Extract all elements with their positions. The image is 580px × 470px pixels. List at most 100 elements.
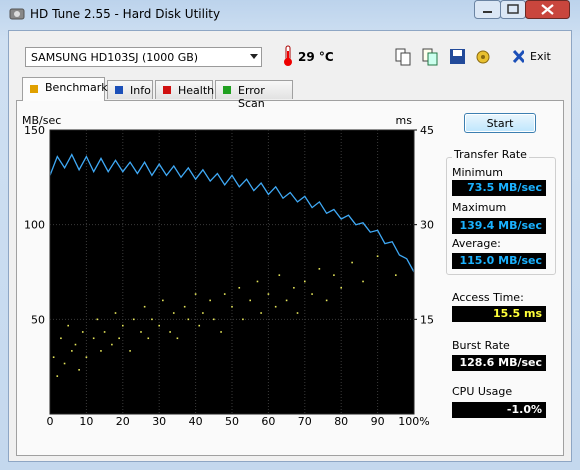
access-time-point: [151, 318, 153, 321]
access-time-point: [198, 324, 201, 327]
access-time-point: [169, 331, 171, 333]
access-time-point: [183, 305, 186, 308]
access-time-point: [78, 369, 80, 371]
x-tick-label: 0: [47, 415, 54, 428]
group-title: Transfer Rate: [452, 148, 529, 161]
label: Access Time:: [452, 291, 524, 304]
tab-icon: [163, 86, 171, 94]
access-time-point: [74, 343, 77, 346]
access-time-point: [81, 331, 84, 333]
label: Average:: [452, 237, 501, 250]
access-time-point: [278, 274, 281, 276]
copy-all-icon[interactable]: [422, 48, 438, 66]
x-tick-label: 50: [225, 415, 239, 428]
y-tick-label: 150: [24, 124, 45, 137]
label: Maximum: [452, 201, 507, 214]
drive-select[interactable]: SAMSUNG HD103SJ (1000 GB): [25, 47, 262, 67]
access-time-point: [114, 312, 117, 314]
y2-tick-label: 30: [420, 219, 434, 232]
access-time-point: [340, 286, 342, 289]
access-time-point: [325, 299, 328, 302]
transfer-rate-line: [49, 153, 415, 273]
access-time-point: [202, 312, 204, 314]
copy-icon[interactable]: [395, 48, 411, 66]
access-time-point: [249, 299, 251, 302]
tab-icon: [223, 86, 231, 94]
benchmark-chart: MB/sec ms 0 10 20 30 40 50 60 70 80 90 100% 50 100 15…: [22, 114, 434, 428]
maximize-button[interactable]: [500, 0, 526, 19]
access-time-point: [293, 286, 295, 289]
access-time-point: [143, 305, 146, 308]
app-icon: [9, 8, 25, 20]
value-box: 73.5 MB/sec: [452, 180, 546, 196]
access-time-point: [242, 318, 244, 321]
tab-icon: [30, 85, 38, 93]
access-time-point: [103, 331, 106, 333]
x-tick-label: 100%: [398, 415, 429, 428]
tab[interactable]: Error Scan: [215, 80, 293, 110]
dropdown-arrow: [250, 54, 258, 59]
save-icon[interactable]: [450, 49, 465, 64]
access-time-point: [223, 293, 226, 295]
access-time-point: [140, 331, 142, 333]
access-time-point: [158, 324, 160, 327]
minimize-button[interactable]: [474, 0, 501, 19]
value-box: 15.5 ms: [452, 306, 546, 322]
x-tick-label: 80: [334, 415, 348, 428]
exit-label[interactable]: Exit: [530, 50, 551, 63]
access-time-point: [194, 293, 197, 295]
x-tick-label: 30: [152, 415, 166, 428]
access-time-point: [172, 312, 175, 314]
tab[interactable]: Info: [107, 80, 153, 99]
x-tick-label: 90: [371, 415, 385, 428]
access-time-point: [209, 299, 211, 302]
exit-icon[interactable]: [512, 49, 524, 64]
access-time-point: [60, 337, 62, 340]
access-time-point: [118, 337, 120, 340]
y2-tick-label: 45: [420, 124, 434, 137]
access-time-point: [67, 324, 69, 327]
access-time-point: [85, 356, 88, 358]
value-box: 128.6 MB/sec: [452, 355, 546, 371]
y-axis-label: MB/sec: [22, 114, 61, 127]
label: Minimum: [452, 166, 503, 179]
access-time-point: [267, 293, 270, 295]
tab[interactable]: Health: [155, 80, 214, 99]
access-time-point: [311, 293, 313, 295]
value-box: 115.0 MB/sec: [452, 253, 546, 269]
access-time-point: [318, 268, 321, 270]
access-time-point: [129, 350, 131, 352]
access-time-point: [260, 312, 262, 314]
y2-tick-label: 15: [420, 313, 434, 326]
access-time-point: [176, 337, 179, 340]
access-time-point: [220, 331, 222, 333]
value-box: 139.4 MB/sec: [452, 218, 546, 234]
x-tick-label: 40: [189, 415, 203, 428]
access-time-point: [111, 343, 113, 346]
access-time-point: [238, 286, 241, 289]
label: CPU Usage: [452, 385, 513, 398]
y-tick-label: 50: [31, 313, 45, 326]
access-time-point: [132, 318, 135, 321]
access-time-point: [333, 274, 335, 276]
window-buttons: [474, 0, 570, 19]
start-button[interactable]: Start: [464, 113, 536, 133]
access-time-point: [63, 362, 66, 365]
access-time-point: [395, 274, 397, 276]
x-tick-label: 10: [79, 415, 93, 428]
access-time-point: [96, 318, 99, 321]
options-icon[interactable]: [476, 50, 490, 64]
access-time-point: [231, 305, 233, 308]
y-tick-label: 100: [24, 219, 45, 232]
access-time-point: [256, 280, 259, 283]
tab[interactable]: Benchmark: [22, 77, 108, 101]
access-time-point: [71, 350, 73, 352]
y2-axis-label: ms: [396, 114, 413, 127]
access-time-point: [351, 261, 353, 264]
x-tick-label: 60: [261, 415, 275, 428]
access-time-point: [92, 337, 95, 340]
access-time-point: [362, 280, 364, 283]
toolbar-icons: [395, 48, 524, 66]
access-time-point: [147, 337, 150, 340]
